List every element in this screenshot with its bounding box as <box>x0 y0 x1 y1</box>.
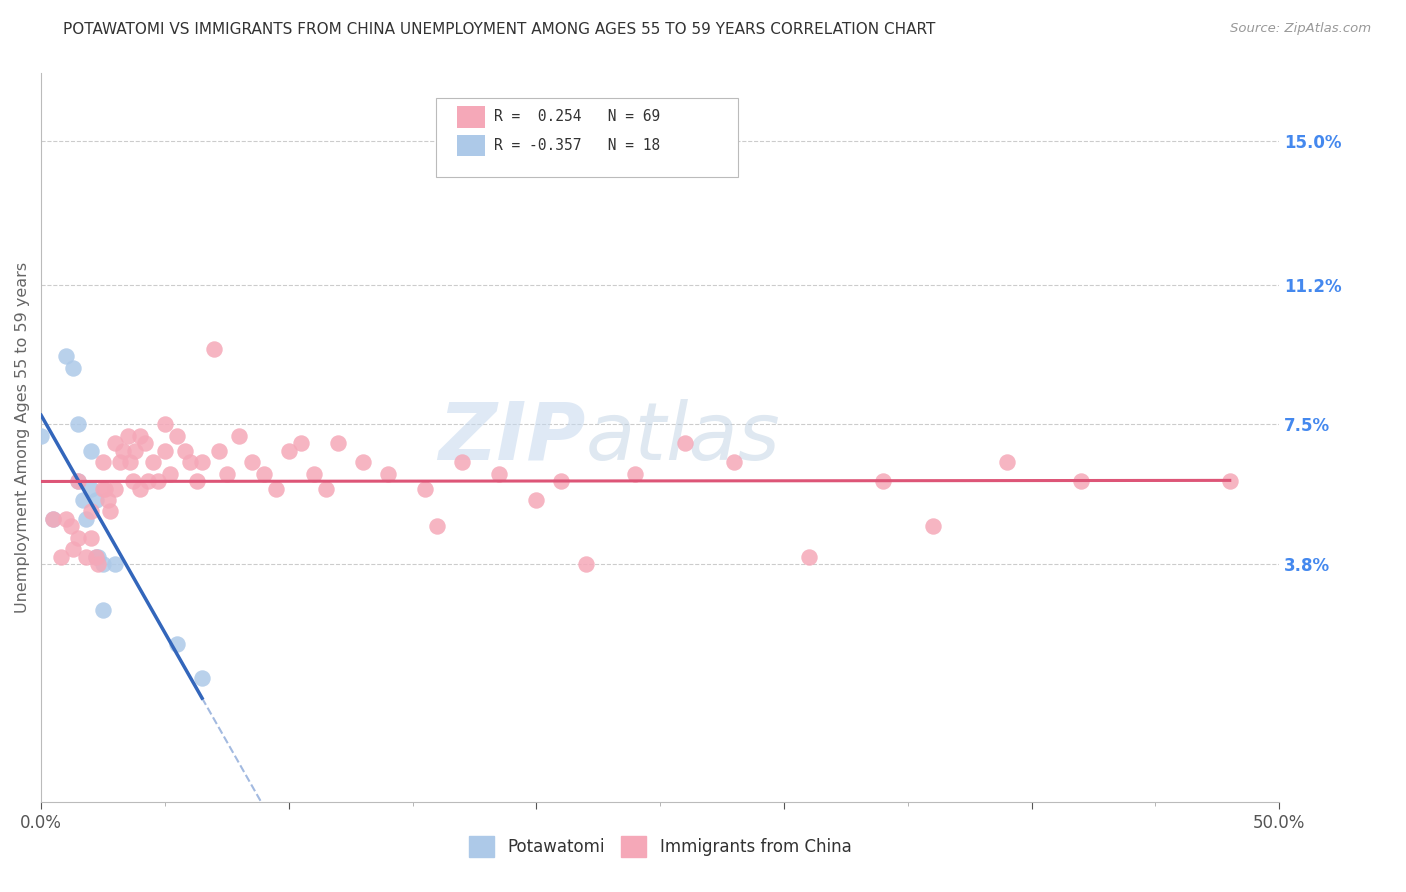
Point <box>179 455 201 469</box>
Legend: Potawatomi, Immigrants from China: Potawatomi, Immigrants from China <box>463 830 858 863</box>
Point <box>524 492 547 507</box>
Text: atlas: atlas <box>586 399 780 476</box>
Point <box>75 512 97 526</box>
Point <box>91 455 114 469</box>
Point <box>67 417 90 432</box>
Point <box>87 549 110 564</box>
Point <box>91 558 114 572</box>
Point <box>208 443 231 458</box>
Point <box>315 482 337 496</box>
Point <box>104 482 127 496</box>
Point <box>55 512 77 526</box>
Point <box>146 474 169 488</box>
Point <box>191 455 214 469</box>
Point <box>87 558 110 572</box>
Point <box>488 467 510 481</box>
Point <box>451 455 474 469</box>
Point <box>134 436 156 450</box>
Text: R =  0.254   N = 69: R = 0.254 N = 69 <box>494 110 659 124</box>
Point <box>166 428 188 442</box>
Point <box>91 482 114 496</box>
Point <box>872 474 894 488</box>
Point <box>413 482 436 496</box>
Point <box>94 482 117 496</box>
Point <box>124 443 146 458</box>
Point <box>173 443 195 458</box>
Point <box>67 474 90 488</box>
Point <box>62 542 84 557</box>
Point <box>79 531 101 545</box>
Point <box>55 350 77 364</box>
Point <box>204 342 226 356</box>
Point <box>921 519 943 533</box>
Point <box>111 443 134 458</box>
Point <box>104 436 127 450</box>
Point <box>79 443 101 458</box>
Point <box>104 558 127 572</box>
Point <box>550 474 572 488</box>
Point <box>30 428 52 442</box>
Point <box>100 504 122 518</box>
Point <box>79 482 101 496</box>
Point <box>723 455 745 469</box>
Point <box>42 512 65 526</box>
Point <box>75 549 97 564</box>
Point <box>129 482 152 496</box>
Point <box>166 636 188 650</box>
Point <box>253 467 276 481</box>
Point <box>191 671 214 685</box>
Point <box>79 504 101 518</box>
Point <box>84 549 107 564</box>
Text: POTAWATOMI VS IMMIGRANTS FROM CHINA UNEMPLOYMENT AMONG AGES 55 TO 59 YEARS CORRE: POTAWATOMI VS IMMIGRANTS FROM CHINA UNEM… <box>63 22 935 37</box>
Point <box>159 467 181 481</box>
Point <box>277 443 299 458</box>
Point <box>266 482 288 496</box>
Point <box>49 549 72 564</box>
Point <box>72 492 94 507</box>
Text: R = -0.357   N = 18: R = -0.357 N = 18 <box>494 138 659 153</box>
Point <box>117 428 139 442</box>
Point <box>59 519 82 533</box>
Point <box>84 549 107 564</box>
Point <box>84 492 107 507</box>
Point <box>215 467 238 481</box>
Point <box>120 455 142 469</box>
Point <box>67 474 90 488</box>
Text: ZIP: ZIP <box>439 399 586 476</box>
Point <box>328 436 350 450</box>
Point <box>97 492 120 507</box>
Point <box>62 360 84 375</box>
Point <box>290 436 312 450</box>
Y-axis label: Unemployment Among Ages 55 to 59 years: Unemployment Among Ages 55 to 59 years <box>15 262 30 613</box>
Point <box>67 531 90 545</box>
Point <box>153 443 176 458</box>
Point <box>228 428 250 442</box>
Point <box>1070 474 1092 488</box>
Point <box>797 549 820 564</box>
Point <box>624 467 647 481</box>
Point <box>42 512 65 526</box>
Point <box>240 455 263 469</box>
Point <box>673 436 696 450</box>
Text: Source: ZipAtlas.com: Source: ZipAtlas.com <box>1230 22 1371 36</box>
Point <box>136 474 159 488</box>
Point <box>91 602 114 616</box>
Point <box>377 467 399 481</box>
Point <box>110 455 132 469</box>
Point <box>129 428 152 442</box>
Point <box>426 519 449 533</box>
Point <box>352 455 374 469</box>
Point <box>121 474 143 488</box>
Point <box>302 467 325 481</box>
Point <box>1219 474 1241 488</box>
Point <box>575 558 598 572</box>
Point <box>141 455 163 469</box>
Point <box>153 417 176 432</box>
Point <box>186 474 208 488</box>
Point <box>995 455 1018 469</box>
